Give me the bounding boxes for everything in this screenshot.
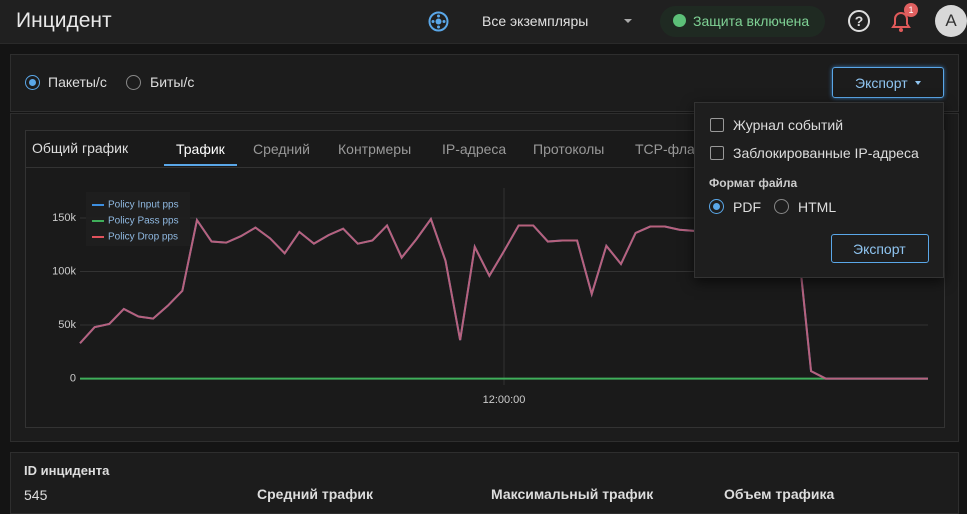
radio-label[interactable]: Пакеты/с bbox=[48, 74, 107, 90]
radio-label[interactable]: Биты/с bbox=[150, 74, 195, 90]
protection-pill bbox=[660, 6, 825, 37]
protection-status: Защита включена bbox=[693, 13, 810, 29]
tab[interactable]: Протоколы bbox=[533, 141, 605, 157]
radio[interactable] bbox=[126, 75, 141, 90]
export-confirm-label[interactable]: Экспорт bbox=[853, 241, 906, 257]
legend-label: Policy Pass pps bbox=[108, 216, 179, 227]
export-menu bbox=[694, 102, 944, 278]
format-label: Формат файла bbox=[709, 176, 798, 190]
export-button[interactable] bbox=[832, 67, 944, 98]
instances-dropdown[interactable]: Все экземпляры bbox=[482, 13, 589, 29]
page-title: Инцидент bbox=[16, 9, 112, 32]
tab[interactable]: Контрмеры bbox=[338, 141, 412, 157]
help-icon[interactable]: ? bbox=[848, 10, 870, 32]
field-label: Максимальный трафик bbox=[491, 486, 654, 502]
radio[interactable] bbox=[25, 75, 40, 90]
export-confirm-button[interactable] bbox=[831, 234, 929, 263]
export-button-label[interactable]: Экспорт bbox=[855, 75, 908, 91]
field-label: ID инцидента bbox=[24, 463, 110, 478]
bell-icon[interactable] bbox=[889, 9, 913, 35]
dropdown-arrow bbox=[915, 81, 921, 88]
y-tick-label: 50k bbox=[58, 319, 76, 331]
y-tick-label: 100k bbox=[52, 265, 76, 277]
tab[interactable]: TCP-флаги bbox=[635, 141, 708, 157]
legend-label: Policy Input pps bbox=[108, 200, 179, 211]
field-value: 545 bbox=[24, 487, 48, 503]
y-tick-label: 150k bbox=[52, 212, 76, 224]
tab[interactable]: Средний bbox=[253, 141, 310, 157]
tab-group-label: Общий график bbox=[32, 140, 129, 156]
legend-label: Policy Drop pps bbox=[108, 232, 178, 243]
field-label: Средний трафик bbox=[257, 486, 373, 502]
radio-label[interactable]: PDF bbox=[733, 199, 761, 215]
radio-label[interactable]: HTML bbox=[798, 199, 837, 215]
y-tick-label: 0 bbox=[70, 372, 76, 384]
x-tick-label: 12:00:00 bbox=[483, 394, 526, 406]
field-label: Объем трафика bbox=[724, 486, 835, 502]
tab-underline bbox=[164, 164, 237, 166]
details-panel bbox=[10, 452, 959, 514]
dropdown-arrow bbox=[624, 19, 632, 27]
radio[interactable] bbox=[774, 199, 789, 214]
checkbox-label[interactable]: Заблокированные IP-адреса bbox=[733, 145, 919, 161]
tab-bar bbox=[26, 131, 944, 168]
checkbox[interactable] bbox=[710, 146, 724, 160]
check-icon bbox=[673, 14, 686, 27]
checkbox-label[interactable]: Журнал событий bbox=[733, 117, 844, 133]
tab[interactable]: IP-адреса bbox=[442, 141, 507, 157]
notification-badge: 1 bbox=[904, 3, 918, 17]
checkbox[interactable] bbox=[710, 118, 724, 132]
instances-icon bbox=[428, 11, 449, 32]
avatar[interactable]: A bbox=[935, 5, 967, 37]
radio[interactable] bbox=[709, 199, 724, 214]
tab[interactable]: Трафик bbox=[176, 141, 225, 157]
